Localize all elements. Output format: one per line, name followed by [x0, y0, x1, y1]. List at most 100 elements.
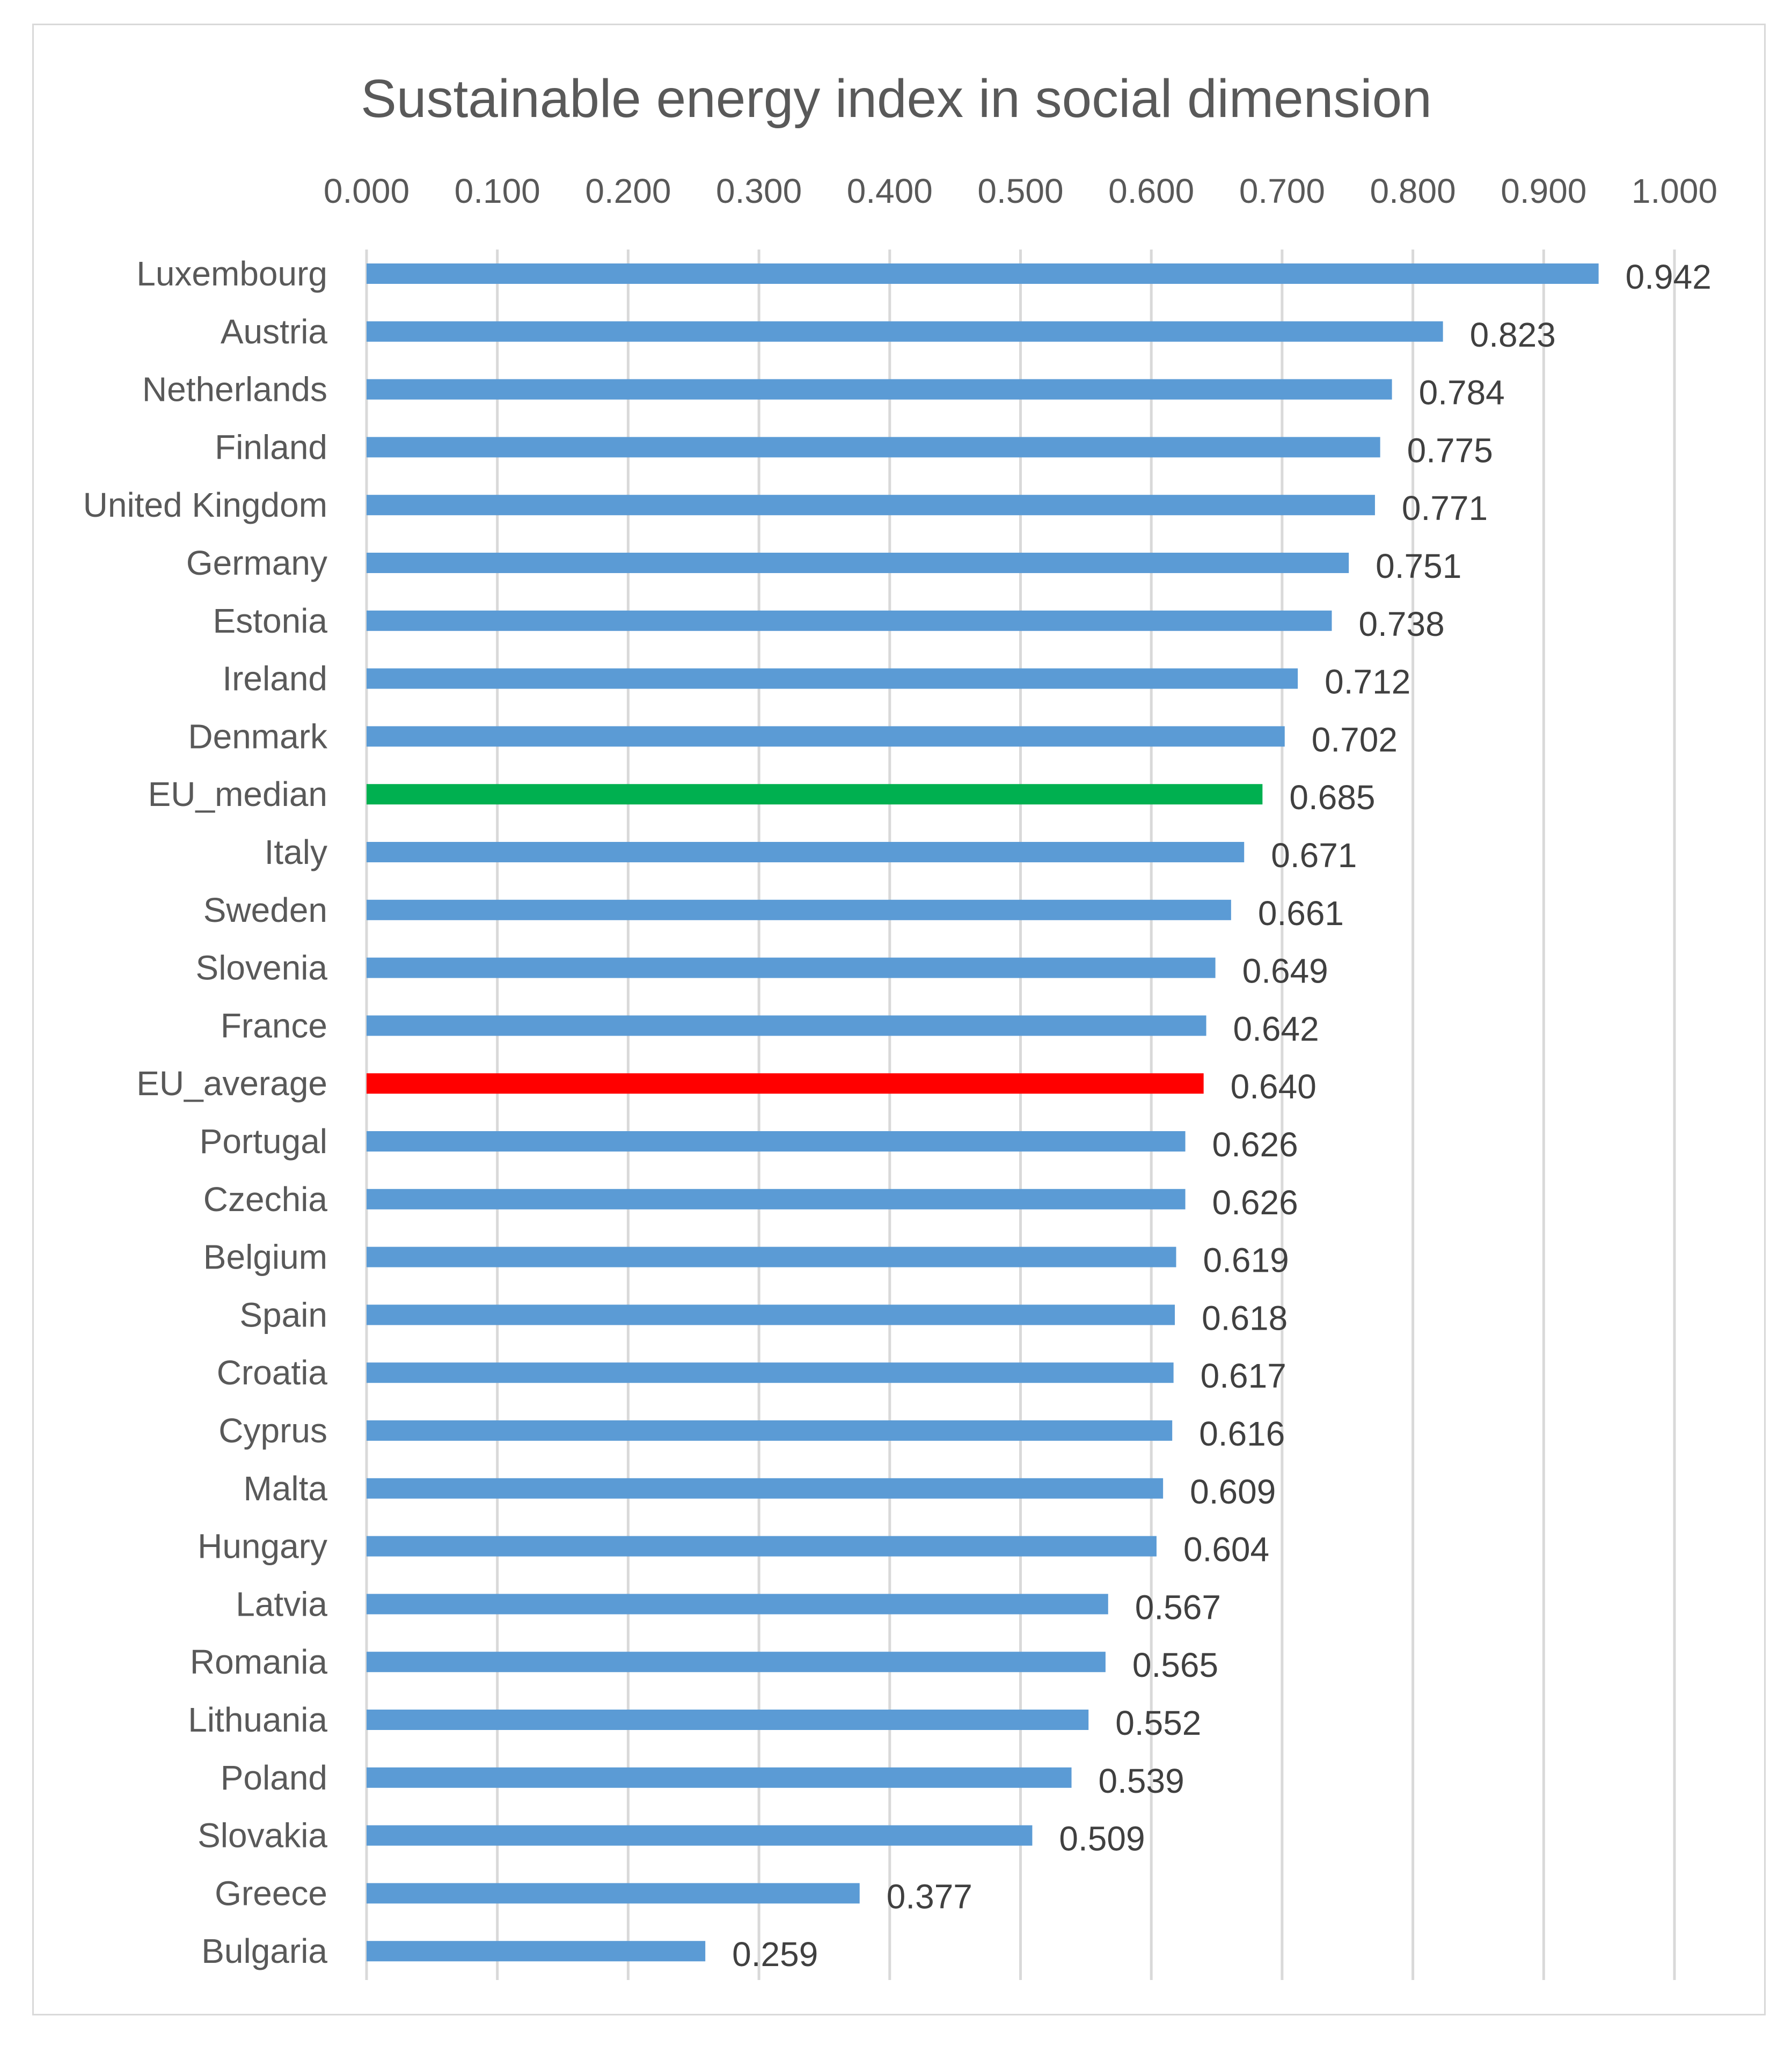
- data-label: 0.609: [1190, 1472, 1276, 1511]
- data-label: 0.784: [1419, 373, 1505, 412]
- data-label: 0.712: [1325, 663, 1410, 701]
- category-label: EU_median: [148, 775, 327, 813]
- category-label: Bulgaria: [201, 1932, 327, 1970]
- data-label: 0.702: [1312, 720, 1398, 759]
- data-label: 0.617: [1201, 1357, 1286, 1395]
- category-label: Luxembourg: [136, 254, 327, 293]
- bar-belgium: [367, 1247, 1176, 1267]
- data-label: 0.567: [1135, 1588, 1221, 1626]
- data-label: 0.823: [1470, 316, 1556, 354]
- bar-lithuania: [367, 1710, 1089, 1730]
- x-tick-label: 0.200: [585, 172, 671, 210]
- bar-eu-median: [367, 784, 1263, 805]
- x-tick-label: 0.800: [1370, 172, 1456, 210]
- category-label: Italy: [265, 833, 327, 871]
- data-label: 0.618: [1202, 1299, 1288, 1337]
- bar-latvia: [367, 1594, 1108, 1615]
- x-tick-label: 0.400: [847, 172, 933, 210]
- bar-eu-average: [367, 1073, 1204, 1094]
- category-label: Malta: [244, 1469, 328, 1508]
- x-tick-label: 0.700: [1239, 172, 1325, 210]
- bar-cyprus: [367, 1420, 1173, 1441]
- data-label: 0.616: [1199, 1414, 1285, 1453]
- bar-czechia: [367, 1189, 1186, 1209]
- category-label: Slovenia: [196, 949, 328, 987]
- gridlines: [365, 250, 1676, 1980]
- data-label: 0.671: [1271, 836, 1357, 875]
- category-label: Spain: [239, 1295, 327, 1334]
- chart-title: Sustainable energy index in social dimen…: [361, 69, 1432, 129]
- data-label: 0.751: [1376, 547, 1461, 585]
- x-tick-label: 0.600: [1108, 172, 1194, 210]
- bar-denmark: [367, 726, 1285, 747]
- x-tick-label: 0.000: [324, 172, 409, 210]
- category-label: Denmark: [188, 717, 328, 756]
- category-label: United Kingdom: [83, 486, 327, 524]
- bar-greece: [367, 1883, 860, 1904]
- bar-hungary: [367, 1536, 1157, 1557]
- data-label: 0.775: [1407, 431, 1493, 470]
- x-tick-label: 0.300: [716, 172, 802, 210]
- category-label: France: [221, 1006, 327, 1045]
- category-label: Estonia: [213, 602, 328, 640]
- bar-slovakia: [367, 1825, 1033, 1846]
- category-label: Belgium: [203, 1238, 327, 1277]
- data-label: 0.642: [1233, 1009, 1319, 1048]
- bar-netherlands: [367, 379, 1392, 400]
- data-label: 0.565: [1132, 1646, 1218, 1684]
- data-labels: 0.942 0.823 0.784 0.775 0.771 0.751 0.738 0.712…: [732, 258, 1711, 1974]
- data-label: 0.604: [1183, 1530, 1269, 1569]
- x-tick-label: 0.900: [1501, 172, 1586, 210]
- category-label: Austria: [221, 312, 328, 351]
- category-label: Sweden: [203, 891, 327, 929]
- category-label: Germany: [186, 544, 327, 582]
- category-label: Greece: [215, 1874, 327, 1912]
- data-label: 0.942: [1626, 258, 1711, 296]
- bar-spain: [367, 1304, 1175, 1325]
- category-label: Cyprus: [218, 1411, 327, 1450]
- category-label: Ireland: [222, 659, 327, 698]
- bar-sweden: [367, 899, 1231, 920]
- category-label: Hungary: [198, 1527, 327, 1566]
- bar-bulgaria: [367, 1941, 706, 1962]
- category-label: Portugal: [200, 1122, 327, 1161]
- category-label: Netherlands: [142, 370, 327, 409]
- category-label: Czechia: [203, 1180, 328, 1219]
- x-axis-ticks: 0.000 0.100 0.200 0.300 0.400 0.500 0.600 0.700…: [324, 172, 1717, 210]
- data-label: 0.259: [732, 1935, 818, 1974]
- bar-luxembourg: [367, 263, 1599, 284]
- data-label: 0.685: [1289, 778, 1375, 817]
- x-tick-label: 0.500: [977, 172, 1063, 210]
- bar-slovenia: [367, 957, 1216, 978]
- data-label: 0.509: [1059, 1820, 1145, 1858]
- category-label: Lithuania: [188, 1700, 327, 1739]
- data-label: 0.619: [1203, 1241, 1289, 1280]
- bar-croatia: [367, 1362, 1174, 1383]
- data-label: 0.539: [1099, 1762, 1184, 1800]
- bar-italy: [367, 842, 1245, 862]
- x-tick-label: 0.100: [455, 172, 540, 210]
- category-labels: Luxembourg Austria Netherlands Finland Unite…: [83, 254, 328, 1970]
- category-label: EU_average: [136, 1064, 327, 1103]
- category-label: Poland: [221, 1758, 327, 1797]
- bars: [367, 263, 1599, 1962]
- bar-austria: [367, 321, 1443, 342]
- bar-estonia: [367, 610, 1332, 631]
- data-label: 0.661: [1258, 894, 1344, 933]
- bar-portugal: [367, 1131, 1186, 1152]
- data-label: 0.771: [1402, 489, 1488, 527]
- bar-malta: [367, 1478, 1164, 1499]
- data-label: 0.738: [1359, 605, 1445, 643]
- x-tick-label: 1.000: [1632, 172, 1717, 210]
- bar-france: [367, 1015, 1206, 1036]
- bar-united-kingdom: [367, 495, 1375, 516]
- category-label: Latvia: [236, 1585, 327, 1623]
- bar-germany: [367, 553, 1349, 573]
- data-label: 0.640: [1231, 1067, 1316, 1106]
- bar-ireland: [367, 668, 1298, 689]
- bar-finland: [367, 437, 1380, 458]
- category-label: Finland: [215, 428, 327, 466]
- data-label: 0.377: [887, 1877, 972, 1916]
- category-label: Croatia: [217, 1353, 328, 1392]
